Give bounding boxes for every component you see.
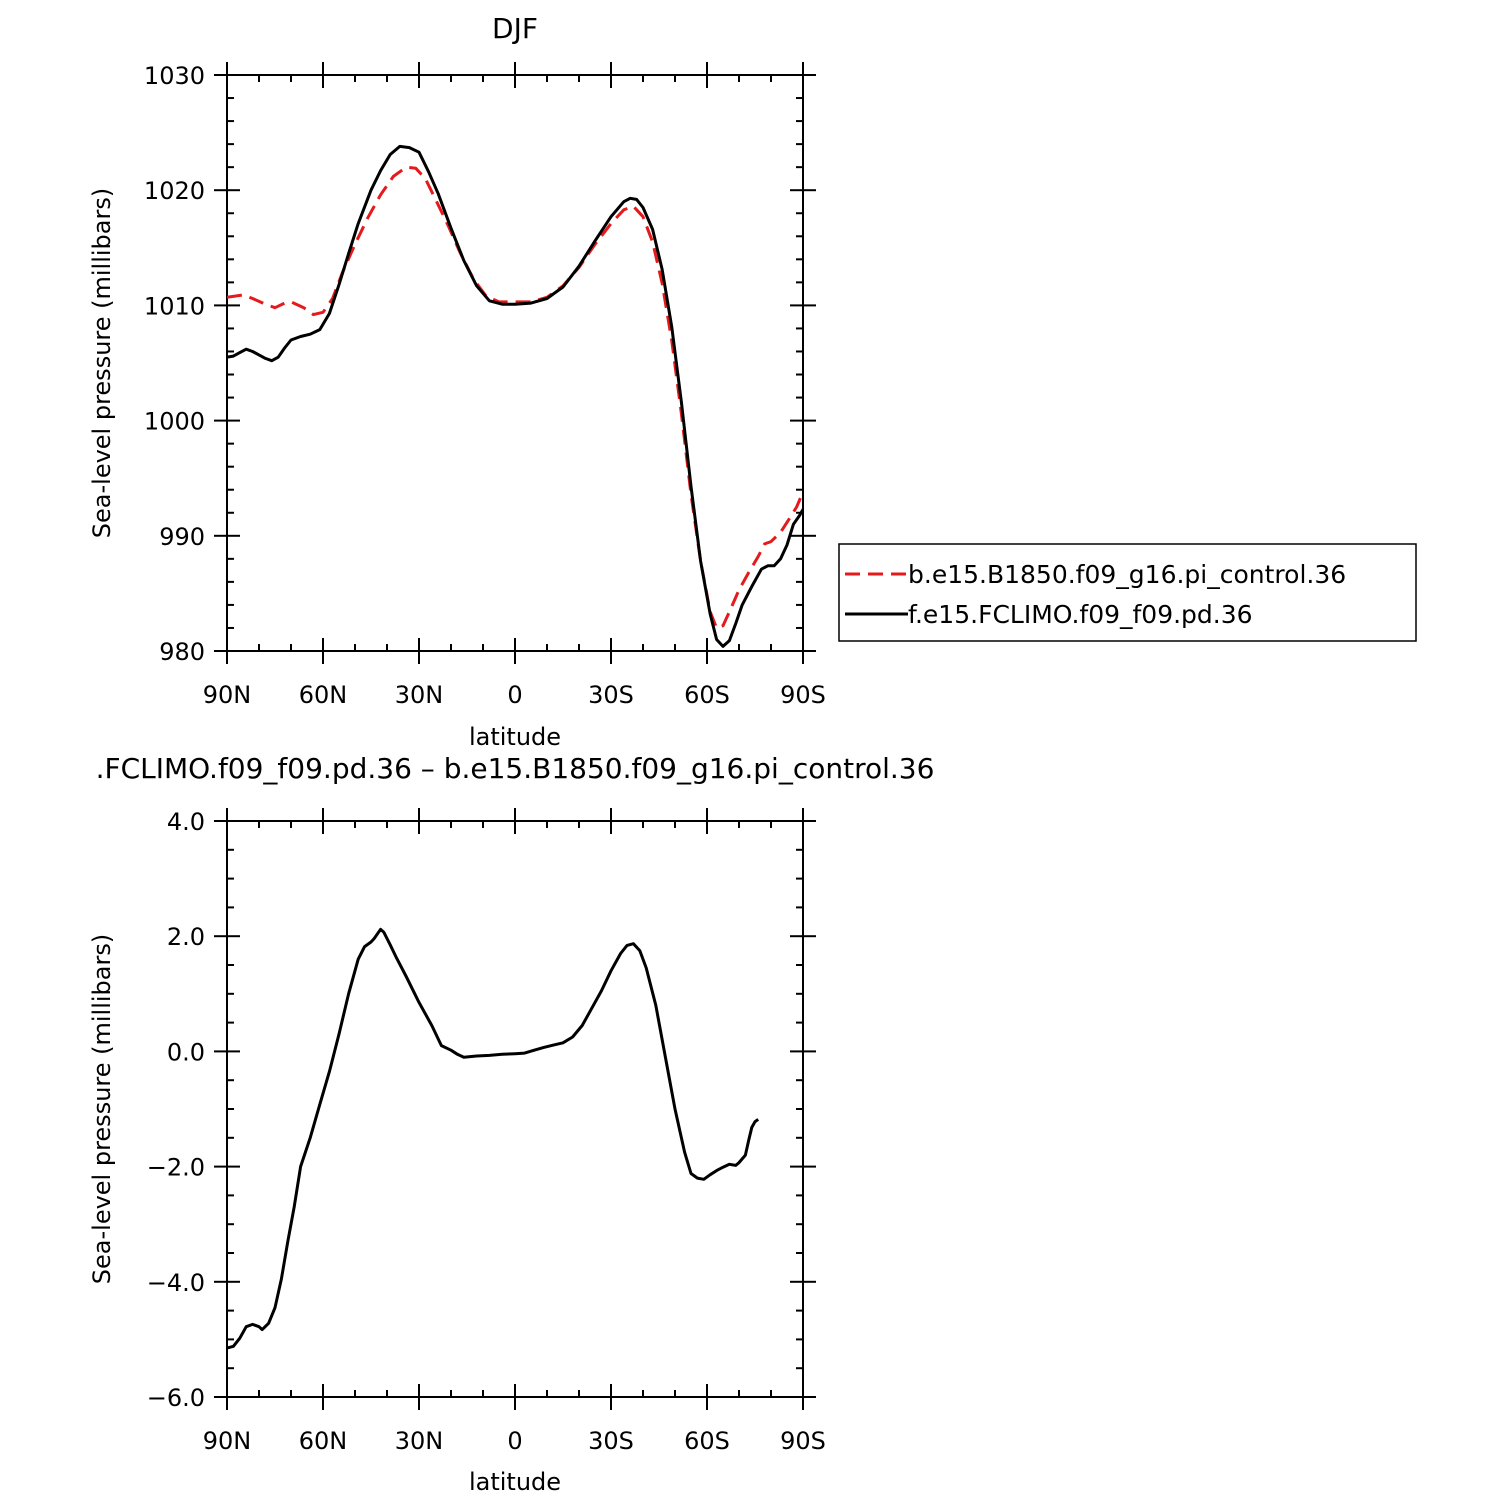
x-tick-label: 90S: [780, 681, 826, 709]
x-tick-label: 90N: [203, 1427, 252, 1455]
bottom-panel: 90N 60N 30N 0 30S 60S 90S −6.0 −4.0 −2.0 0.0 2.0 4.0…: [88, 752, 934, 1496]
tick-marks: [214, 808, 816, 1410]
legend-label-2: f.e15.FCLIMO.f09_f09.pd.36: [908, 600, 1253, 629]
y-tick-label: −4.0: [147, 1269, 205, 1297]
x-tick-label: 0: [507, 1427, 522, 1455]
y-tick-label: 1020: [144, 177, 205, 205]
x-tick-label: 60S: [684, 681, 730, 709]
x-tick-label: 30N: [395, 1427, 444, 1455]
x-axis-title: latitude: [469, 1468, 561, 1496]
y-tick-label: −6.0: [147, 1384, 205, 1412]
plot-title: .FCLIMO.f09_f09.pd.36 – b.e15.B1850.f09_…: [96, 752, 935, 785]
series-line-1: [227, 165, 803, 630]
plot-title: DJF: [492, 12, 538, 45]
y-tick-label: 2.0: [167, 923, 205, 951]
x-tick-label: 60N: [299, 681, 348, 709]
x-tick-label: 90N: [203, 681, 252, 709]
y-tick-label: 980: [159, 638, 205, 666]
x-tick-label: 90S: [780, 1427, 826, 1455]
plot-frame: [226, 74, 804, 652]
legend: b.e15.B1850.f09_g16.pi_control.36 f.e15.F…: [838, 543, 1417, 642]
x-tick-label: 60S: [684, 1427, 730, 1455]
y-tick-label: −2.0: [147, 1154, 205, 1182]
legend-box: [838, 543, 1417, 642]
y-axis-title: Sea-level pressure (millibars): [88, 188, 116, 538]
x-tick-label: 60N: [299, 1427, 348, 1455]
plot-frame: [226, 820, 804, 1398]
x-tick-label: 0: [507, 681, 522, 709]
y-tick-label: 4.0: [167, 808, 205, 836]
top-panel: 90N 60N 30N 0 30S 60S 90S 980 990 1000 1010 1020 103…: [88, 12, 826, 751]
series-line-2: [227, 144, 803, 648]
series-line-1: [227, 927, 760, 1350]
y-axis-title: Sea-level pressure (millibars): [88, 934, 116, 1284]
x-tick-label: 30S: [588, 1427, 634, 1455]
y-tick-label: 1000: [144, 408, 205, 436]
tick-marks: [214, 62, 816, 664]
x-tick-label: 30N: [395, 681, 444, 709]
x-tick-label: 30S: [588, 681, 634, 709]
y-tick-label: 1030: [144, 62, 205, 90]
y-tick-label: 1010: [144, 292, 205, 320]
x-axis-title: latitude: [469, 723, 561, 751]
y-tick-label: 0.0: [167, 1038, 205, 1066]
legend-label-1: b.e15.B1850.f09_g16.pi_control.36: [908, 560, 1346, 589]
y-tick-label: 990: [159, 523, 205, 551]
